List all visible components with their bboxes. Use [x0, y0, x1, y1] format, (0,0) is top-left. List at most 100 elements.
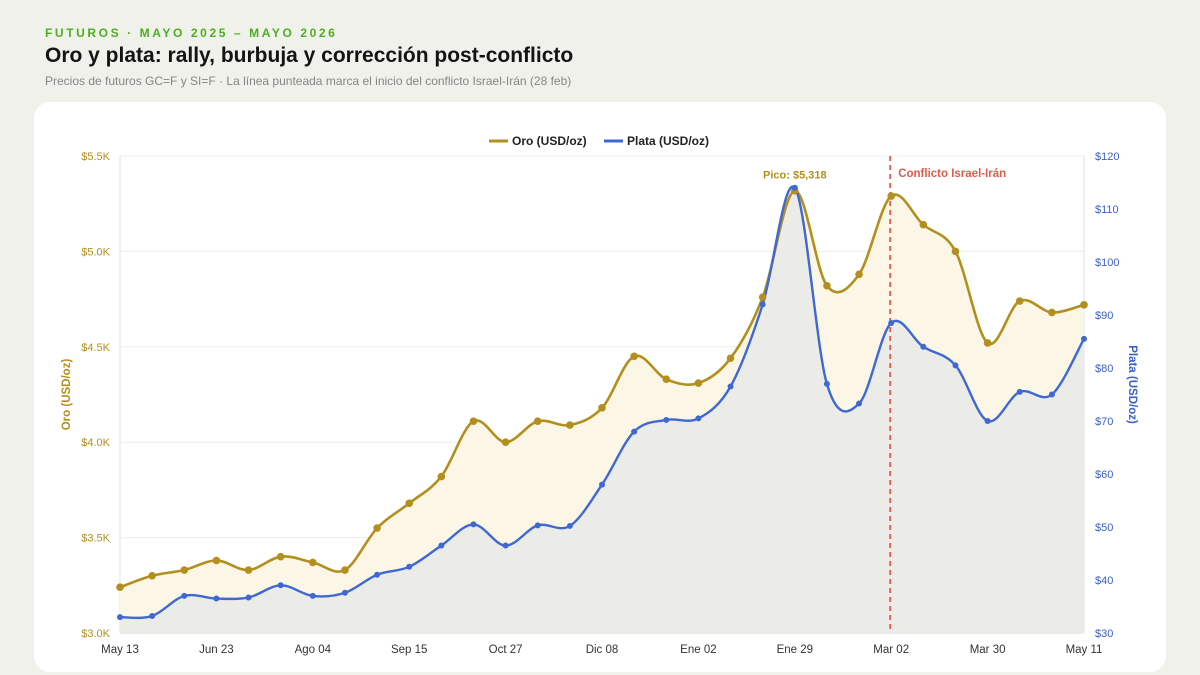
- silver-data-point: [984, 418, 991, 424]
- chart-title: Oro y plata: rally, burbuja y corrección…: [45, 44, 574, 67]
- peak-annotation: Pico: $5,318: [763, 170, 827, 182]
- silver-data-point: [695, 415, 702, 422]
- silver-data-point: [663, 416, 670, 423]
- gold-data-point: [1080, 301, 1088, 309]
- y-right-tick-label: $70: [1095, 416, 1113, 428]
- silver-data-point: [823, 380, 830, 387]
- silver-data-point: [149, 613, 156, 620]
- silver-data-point: [920, 343, 927, 350]
- gold-data-point: [212, 556, 221, 565]
- gold-data-point: [983, 339, 992, 347]
- x-tick-label: Sep 15: [391, 644, 427, 656]
- x-tick-label: Mar 02: [873, 644, 909, 656]
- gold-data-point: [533, 417, 542, 426]
- chart-subtitle: Precios de futuros GC=F y SI=F · La líne…: [45, 74, 572, 88]
- silver-data-point: [406, 563, 413, 570]
- gold-data-point: [726, 354, 735, 363]
- silver-data-point: [374, 571, 381, 578]
- silver-data-point: [309, 592, 316, 599]
- silver-data-point: [502, 542, 509, 549]
- gold-data-point: [341, 566, 349, 574]
- chart-card: Conflicto Israel-Irán Pico: $5,318 $3.0K $3…: [34, 102, 1166, 672]
- y-left-tick-label: $5.0K: [81, 246, 110, 258]
- silver-data-point: [245, 594, 252, 601]
- gold-data-point: [823, 281, 831, 290]
- x-tick-label: Oct 27: [489, 644, 523, 656]
- x-tick-label: May 11: [1066, 644, 1103, 656]
- y-right-tick-label: $110: [1095, 204, 1119, 216]
- gold-data-point: [694, 379, 703, 387]
- y-right-tick-label: $100: [1095, 257, 1119, 269]
- gold-data-point: [1048, 308, 1056, 317]
- y-right-tick-label: $40: [1095, 575, 1113, 587]
- x-tick-label: Ago 04: [295, 644, 332, 656]
- silver-data-point: [791, 184, 798, 191]
- silver-data-point: [952, 362, 959, 369]
- gold-data-point: [951, 247, 960, 256]
- y-right-tick-label: $30: [1095, 628, 1113, 640]
- gold-data-point: [437, 472, 446, 481]
- silver-area-fill: [120, 186, 1084, 633]
- chart-eyebrow: FUTUROS · MAYO 2025 – MAYO 2026: [45, 26, 338, 40]
- gold-data-point: [1015, 297, 1024, 305]
- y-left-tick-label: $4.0K: [81, 437, 110, 449]
- x-tick-label: Ene 29: [777, 644, 813, 656]
- silver-data-point: [1048, 391, 1055, 398]
- silver-data-point: [341, 589, 348, 596]
- silver-data-point: [631, 428, 638, 435]
- silver-data-point: [213, 595, 220, 602]
- gold-data-point: [855, 270, 863, 279]
- gold-data-point: [276, 552, 285, 561]
- legend-silver-label: Plata (USD/oz): [627, 134, 709, 148]
- chart-svg: Conflicto Israel-Irán Pico: $5,318 $3.0K $3…: [61, 134, 1138, 656]
- silver-data-point: [599, 481, 605, 488]
- silver-data-point: [888, 319, 895, 326]
- gold-data-point: [180, 566, 189, 574]
- y-right-axis-title: Plata (USD/oz): [1126, 345, 1138, 424]
- silver-data-point: [277, 582, 284, 589]
- x-tick-label: May 13: [101, 644, 139, 656]
- gold-data-point: [662, 375, 671, 384]
- gold-data-point: [501, 438, 510, 447]
- y-right-tick-label: $50: [1095, 522, 1113, 534]
- gold-data-point: [758, 293, 767, 301]
- gold-data-point: [598, 404, 606, 412]
- gold-data-point: [405, 499, 414, 508]
- gold-data-point: [630, 352, 638, 361]
- silver-data-point: [1081, 335, 1087, 342]
- y-right-tick-label: $90: [1095, 310, 1113, 322]
- gold-data-point: [887, 192, 895, 200]
- y-right-tick-label: $80: [1095, 363, 1113, 375]
- silver-data-point: [534, 522, 541, 529]
- gold-data-point: [309, 558, 317, 567]
- silver-data-point: [856, 400, 863, 407]
- x-tick-label: Dic 08: [586, 644, 619, 656]
- silver-data-point: [181, 592, 188, 599]
- silver-data-point: [117, 614, 123, 621]
- silver-data-point: [727, 383, 734, 390]
- silver-data-point: [438, 542, 445, 549]
- y-right-tick-label: $120: [1095, 151, 1119, 163]
- y-left-tick-label: $5.5K: [81, 151, 110, 163]
- gold-data-point: [244, 566, 253, 574]
- gold-data-point: [148, 571, 156, 580]
- gold-data-point: [919, 220, 928, 229]
- silver-data-point: [759, 301, 766, 308]
- x-tick-label: Ene 02: [680, 644, 716, 656]
- y-left-tick-label: $3.5K: [81, 533, 110, 545]
- y-left-tick-label: $3.0K: [81, 628, 110, 640]
- gold-data-point: [116, 583, 124, 592]
- gold-data-point: [469, 417, 478, 426]
- gold-data-point: [373, 524, 381, 532]
- conflict-annotation: Conflicto Israel-Irán: [898, 168, 1006, 180]
- x-tick-label: Mar 30: [970, 644, 1006, 656]
- silver-data-point: [470, 521, 477, 528]
- y-right-tick-label: $60: [1095, 469, 1113, 481]
- y-left-tick-label: $4.5K: [81, 342, 110, 354]
- gold-data-point: [566, 421, 574, 429]
- y-left-axis-title: Oro (USD/oz): [61, 359, 73, 431]
- legend-gold-label: Oro (USD/oz): [512, 134, 587, 148]
- silver-data-point: [1016, 388, 1023, 395]
- silver-data-point: [566, 522, 573, 529]
- x-tick-label: Jun 23: [199, 644, 234, 656]
